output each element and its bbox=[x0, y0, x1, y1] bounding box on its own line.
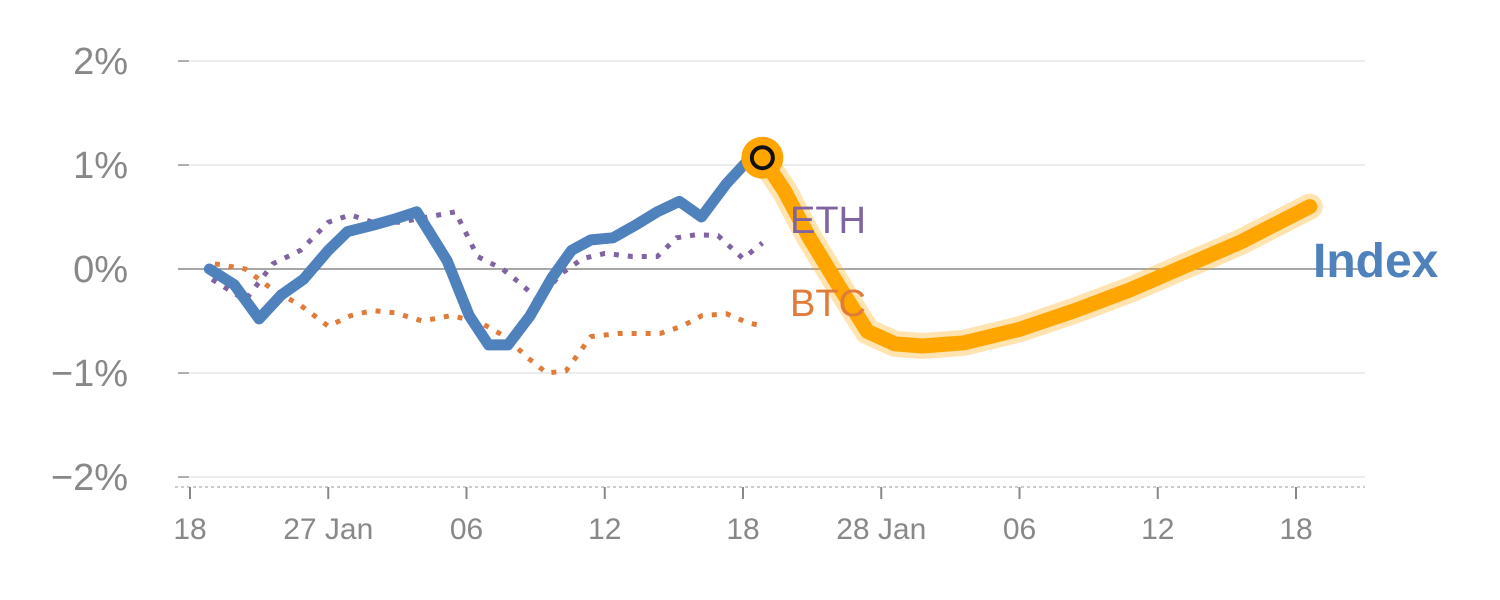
btc-series-label: BTC bbox=[790, 283, 866, 325]
y-tick-label: 1% bbox=[73, 145, 128, 187]
eth-line bbox=[210, 209, 764, 303]
y-tick-label: −2% bbox=[51, 457, 128, 499]
x-tick-label: 06 bbox=[450, 513, 483, 546]
marker-outer-dot bbox=[741, 136, 784, 179]
y-tick-label: 2% bbox=[73, 41, 128, 83]
index-line bbox=[203, 154, 754, 351]
series-labels: ETH BTC Index bbox=[790, 200, 1439, 325]
x-axis: 18 27 Jan 06 12 18 28 Jan 06 12 18 bbox=[173, 486, 1365, 546]
x-tick-label: 18 bbox=[726, 513, 759, 546]
x-tick-label: 06 bbox=[1003, 513, 1036, 546]
gridlines bbox=[178, 60, 1365, 478]
eth-series-label: ETH bbox=[790, 200, 866, 242]
index-projection-line bbox=[754, 150, 1318, 354]
y-axis: 2% 1% 0% −1% −2% bbox=[51, 41, 189, 499]
x-tick-label: 12 bbox=[588, 513, 621, 546]
index-series-label: Index bbox=[1313, 235, 1439, 288]
x-tick-label: 12 bbox=[1141, 513, 1174, 546]
y-tick-label: 0% bbox=[73, 249, 128, 291]
btc-line bbox=[214, 261, 766, 376]
current-marker bbox=[741, 136, 784, 179]
x-tick-label: 27 Jan bbox=[283, 513, 373, 546]
y-tick-label: −1% bbox=[51, 353, 128, 395]
x-tick-label: 18 bbox=[1279, 513, 1312, 546]
x-tick-label: 18 bbox=[173, 513, 206, 546]
marker-ring bbox=[749, 145, 775, 171]
x-tick-label: 28 Jan bbox=[836, 513, 926, 546]
series-lines bbox=[203, 144, 1323, 376]
